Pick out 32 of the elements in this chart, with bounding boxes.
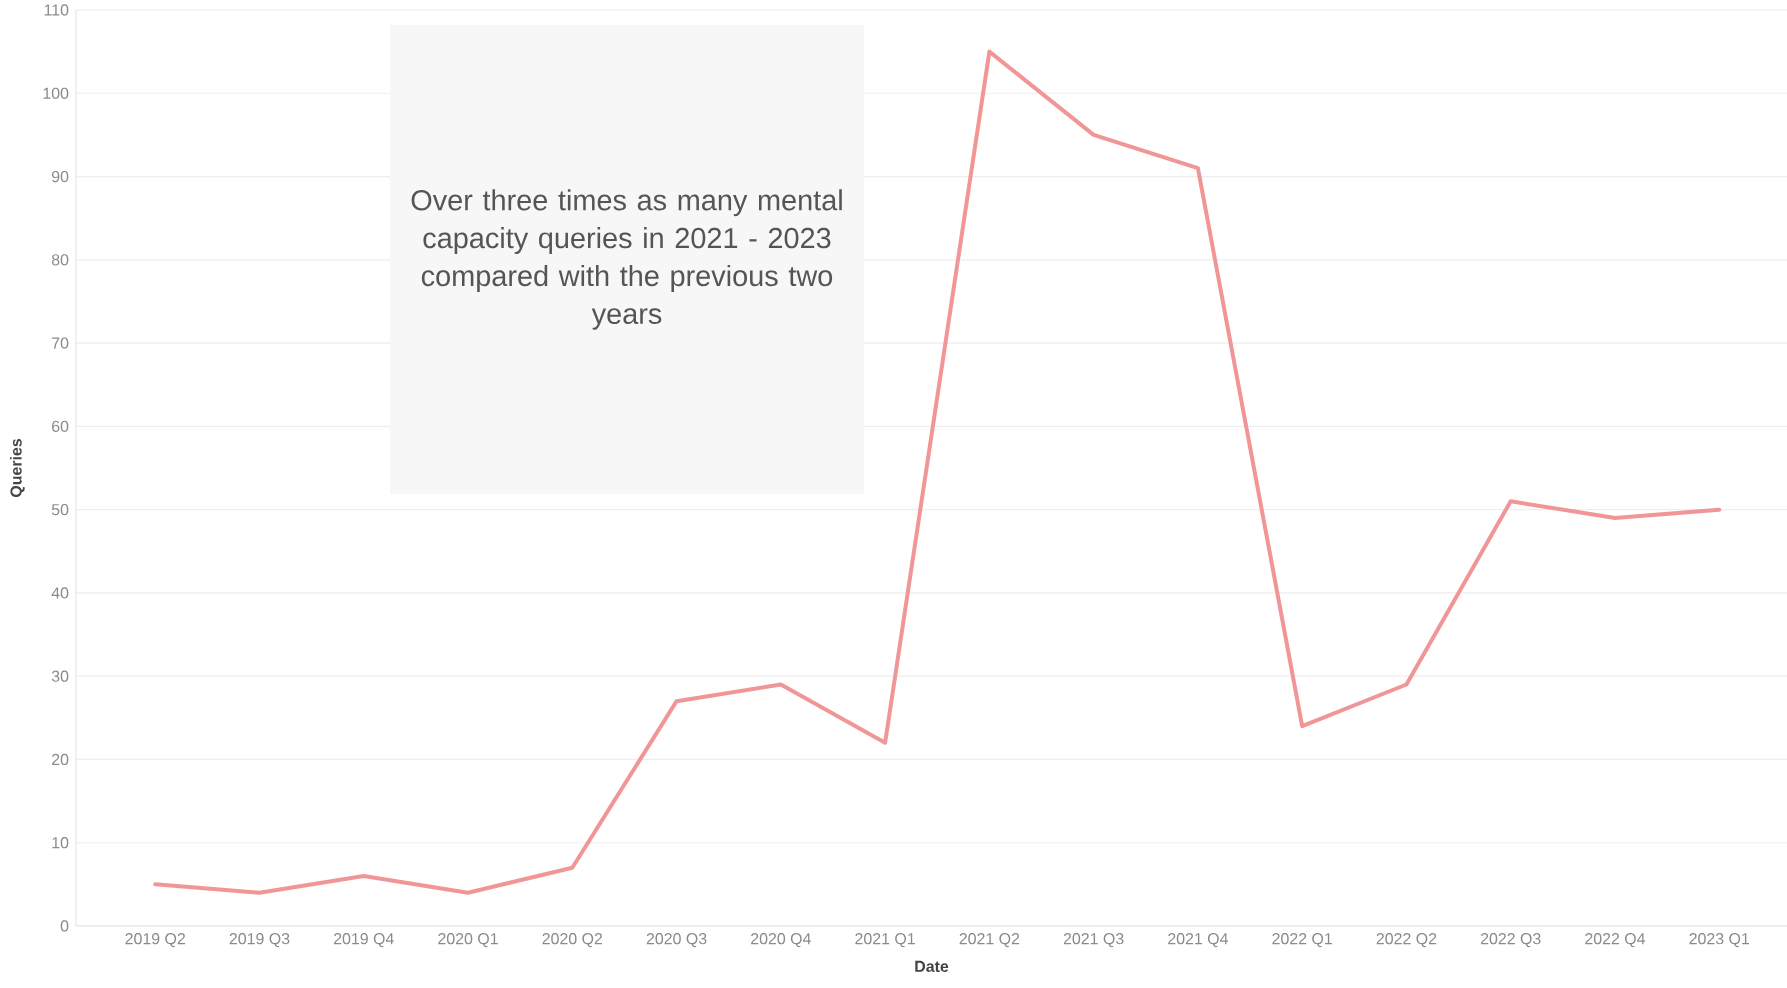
x-axis-title: Date (915, 960, 949, 972)
x-tick-label: 2021 Q4 (1168, 933, 1229, 948)
x-tick-label: 2021 Q1 (855, 933, 915, 948)
y-tick-label: 60 (52, 420, 69, 432)
y-tick-label: 90 (51, 170, 69, 183)
y-tick-label: 70 (52, 337, 69, 349)
x-tick-label: 2022 Q4 (1585, 933, 1646, 948)
y-tick-label: 40 (51, 587, 69, 599)
y-tick-label: 20 (52, 753, 69, 766)
x-tick-label: 2021 Q2 (959, 933, 1020, 948)
y-tick-label: 30 (51, 670, 69, 682)
x-tick-label: 2023 Q1 (1689, 933, 1750, 948)
annotation: Over three times as many mental capacity queries in 2021 - 2023 compared with the previous two years (411, 189, 842, 330)
x-tick-label: 2020 Q4 (751, 933, 811, 948)
y-tick-label: 50 (51, 503, 69, 516)
x-tick-label: 2019 Q3 (229, 933, 290, 948)
y-tick-label: 10 (52, 837, 69, 849)
line-series (153, 49, 1722, 895)
x-tick-label: 2019 Q4 (334, 933, 394, 948)
x-tick-label: 2022 Q3 (1480, 933, 1541, 948)
x-tick-label: 2022 Q1 (1272, 933, 1332, 948)
y-tick-label: 110 (44, 4, 69, 16)
x-tick-label: 2022 Q2 (1376, 933, 1437, 948)
x-tick-label: 2021 Q3 (1063, 933, 1124, 948)
y-tick-label: 80 (51, 254, 69, 266)
x-tick-label: 2020 Q2 (542, 933, 603, 948)
y-axis-title: Queries (9, 438, 25, 498)
y-tick-label: 0 (60, 920, 69, 932)
x-tick-label: 2020 Q1 (438, 933, 498, 948)
x-tick-label: 2019 Q2 (125, 933, 185, 948)
y-tick-label: 100 (43, 87, 69, 99)
x-tick-label: 2020 Q3 (646, 933, 707, 948)
